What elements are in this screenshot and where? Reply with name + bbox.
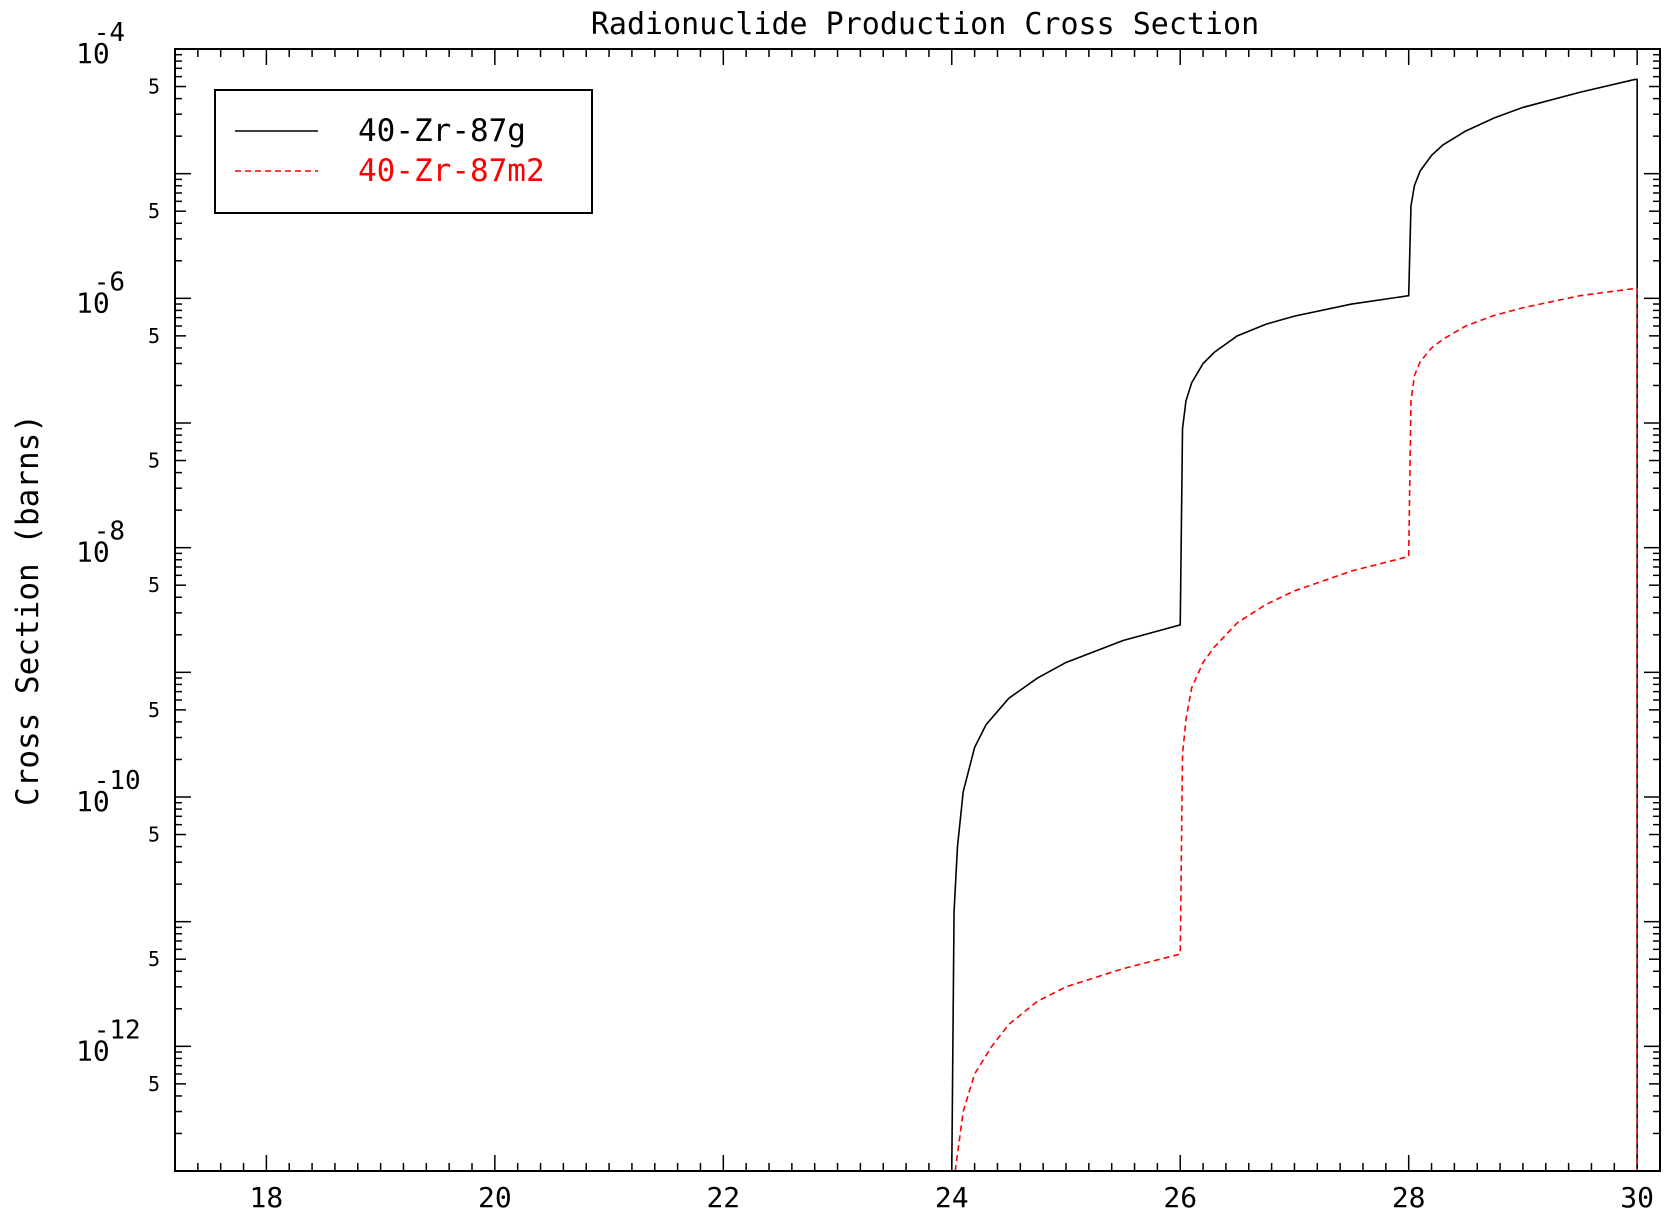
- x-tick-label: 30: [1620, 1181, 1654, 1212]
- x-tick-label: 28: [1392, 1181, 1426, 1212]
- y-tick-label: 10-12: [76, 1015, 141, 1067]
- major-ticks: [175, 48, 1660, 1172]
- y-minor-tick-label: 5: [148, 324, 160, 348]
- x-tick-label: 20: [478, 1181, 512, 1212]
- y-minor-tick-label: 5: [148, 573, 160, 597]
- x-tick-label: 24: [935, 1181, 969, 1212]
- y-tick-label: 10-6: [76, 267, 125, 319]
- y-tick-label: 10-10: [76, 766, 141, 818]
- x-tick-label: 18: [250, 1181, 284, 1212]
- minor-ticks: [174, 49, 1661, 1171]
- series-line-1: [954, 287, 1638, 1172]
- series-layer: [950, 78, 1638, 1172]
- y-tick-labels: 5 5 5 5 5 5 5 5 5 10-4 10-6 10-8 10-10 10-12: [76, 18, 160, 1096]
- y-tick-label: 10-8: [76, 517, 125, 569]
- legend-box: [214, 89, 593, 214]
- y-minor-tick-label: 5: [148, 947, 160, 971]
- legend-label-zr87m2: 40-Zr-87m2: [358, 153, 545, 189]
- plot-frame: [174, 48, 1661, 1172]
- y-axis-label: Cross Section (barns): [10, 414, 46, 806]
- legend: 40-Zr-87g 40-Zr-87m2: [214, 89, 593, 214]
- y-tick-label: 10-4: [76, 18, 125, 70]
- x-tick-labels: 18 20 22 24 26 28 30: [250, 1181, 1654, 1212]
- y-minor-tick-label: 5: [148, 75, 160, 99]
- y-minor-tick-label: 5: [148, 698, 160, 722]
- y-minor-tick-label: 5: [148, 1072, 160, 1096]
- y-minor-tick-label: 5: [148, 449, 160, 473]
- y-minor-tick-label: 5: [148, 823, 160, 847]
- chart-title: Radionuclide Production Cross Section: [591, 7, 1259, 42]
- x-tick-label: 22: [706, 1181, 740, 1212]
- series-line-0: [950, 78, 1638, 1172]
- legend-label-zr87g: 40-Zr-87g: [358, 113, 526, 149]
- y-minor-tick-label: 5: [148, 199, 160, 223]
- x-tick-label: 26: [1163, 1181, 1197, 1212]
